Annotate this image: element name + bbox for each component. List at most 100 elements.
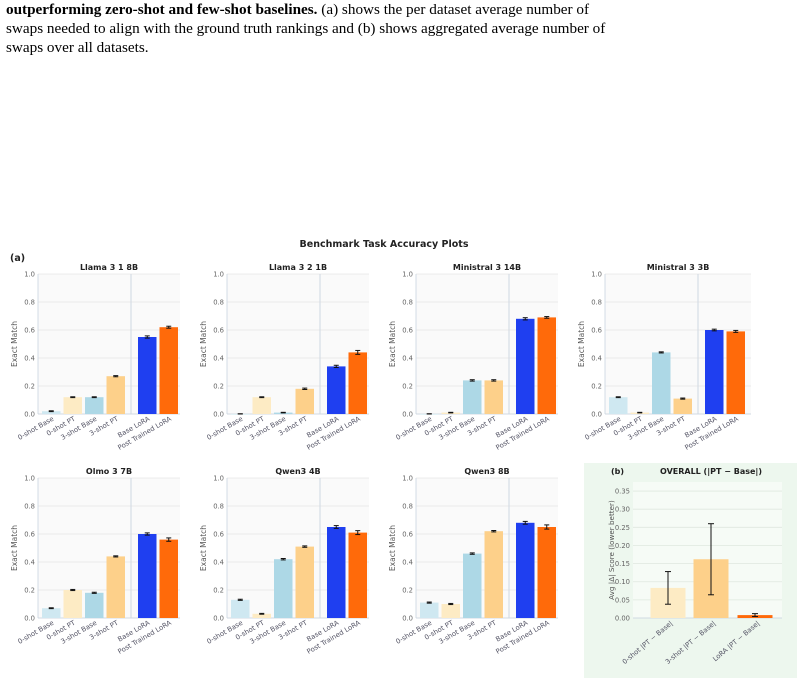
y-tick-label: 0.6: [402, 327, 413, 335]
y-axis-label: Exact Match: [199, 321, 208, 367]
y-tick-label: 0.20: [615, 542, 630, 550]
y-tick-label: 0.05: [615, 596, 630, 604]
y-axis-label: Exact Match: [10, 321, 19, 367]
bar-3-shot-pt: [484, 380, 503, 414]
bar-3-shot-pt: [295, 388, 314, 414]
y-tick-label: 1.0: [402, 475, 413, 483]
y-tick-label: 0.8: [213, 503, 224, 511]
bar-0-shot-base: [609, 397, 628, 414]
y-tick-label: 1.0: [213, 475, 224, 483]
y-tick-label: 0.0: [24, 615, 35, 623]
bar-3-shot-base: [85, 397, 104, 414]
caption-line-3: swaps over all datasets.: [6, 39, 149, 56]
y-tick-label: 0.30: [615, 506, 630, 514]
bar-post-trained-lora: [159, 539, 178, 618]
y-tick-label: 0.2: [213, 587, 224, 595]
y-tick-label: 1.0: [213, 271, 224, 279]
bar-0-shot-base: [231, 599, 250, 618]
caption-line-2: swaps needed to align with the ground tr…: [6, 20, 606, 37]
y-axis-label: Exact Match: [388, 525, 397, 571]
bar-3-shot-base: [85, 592, 104, 618]
y-tick-label: 0.8: [213, 299, 224, 307]
y-tick-label: 1.0: [402, 271, 413, 279]
chart-title: Ministral 3 14B: [453, 263, 521, 272]
y-axis-label: Avg |Δ| Score (lower better): [607, 500, 616, 600]
chart-title: Qwen3 8B: [464, 467, 509, 476]
bar-3-shot-base: [463, 380, 482, 414]
y-tick-label: 0.2: [402, 587, 413, 595]
bar-3-shot-base: [463, 553, 482, 618]
bar-3-shot-base: [652, 352, 671, 414]
y-axis-label: Exact Match: [577, 321, 586, 367]
bar-base-lora: [138, 337, 157, 414]
y-tick-label: 0.35: [615, 488, 630, 496]
bar-0-shot-pt: [63, 590, 82, 618]
y-tick-label: 0.2: [213, 383, 224, 391]
y-tick-label: 0.8: [402, 503, 413, 511]
y-tick-label: 0.15: [615, 560, 630, 568]
bar-post-trained-lora: [537, 317, 556, 414]
y-tick-label: 0.6: [24, 531, 35, 539]
panel-a-label: (a): [10, 253, 25, 264]
bar-base-lora: [705, 330, 724, 414]
bar-0-shot-base: [42, 411, 61, 414]
y-tick-label: 0.8: [24, 299, 35, 307]
bar-post-trained-lora: [726, 331, 745, 414]
chart-title: Qwen3 4B: [275, 467, 320, 476]
y-tick-label: 0.6: [402, 531, 413, 539]
y-tick-label: 0.0: [591, 411, 602, 419]
bar-0-shot-pt: [252, 397, 271, 414]
y-axis-label: Exact Match: [388, 321, 397, 367]
y-axis-label: Exact Match: [199, 525, 208, 571]
y-tick-label: 0.4: [591, 355, 602, 363]
y-tick-label: 0.10: [615, 578, 630, 586]
y-tick-label: 0.8: [24, 503, 35, 511]
y-tick-label: 0.4: [402, 559, 413, 567]
y-tick-label: 0.6: [24, 327, 35, 335]
bar-0-shot-base: [420, 602, 439, 618]
bar-post-trained-lora: [348, 352, 367, 414]
y-tick-label: 0.0: [402, 615, 413, 623]
figure-caption: outperforming zero-shot and few-shot bas…: [6, 0, 801, 57]
caption-line-1: outperforming zero-shot and few-shot bas…: [6, 0, 801, 19]
y-tick-label: 0.8: [591, 299, 602, 307]
caption-text: (a) shows the per dataset average number…: [317, 1, 590, 18]
bar-0-shot-pt: [252, 613, 271, 618]
y-tick-label: 0.00: [615, 615, 630, 623]
y-tick-label: 0.6: [591, 327, 602, 335]
y-tick-label: 0.4: [213, 355, 224, 363]
y-tick-label: 0.2: [402, 383, 413, 391]
bar-0-shot-pt: [63, 397, 82, 414]
y-tick-label: 0.0: [402, 411, 413, 419]
y-tick-label: 1.0: [591, 271, 602, 279]
y-tick-label: 1.0: [24, 271, 35, 279]
y-tick-label: 0.8: [402, 299, 413, 307]
chart-title: Ministral 3 3B: [647, 263, 710, 272]
bar-base-lora: [327, 366, 346, 414]
y-tick-label: 0.0: [213, 615, 224, 623]
bar-0-shot-base: [42, 608, 61, 618]
bar-post-trained-lora: [348, 532, 367, 618]
bar-base-lora: [516, 318, 535, 414]
chart-title: Llama 3 2 1B: [269, 263, 327, 272]
bar-base-lora: [138, 534, 157, 618]
bar-3-shot-pt: [106, 376, 125, 414]
y-tick-label: 0.4: [24, 355, 35, 363]
bar-post-trained-lora: [159, 327, 178, 414]
y-tick-label: 0.4: [213, 559, 224, 567]
bar-3-shot-pt: [484, 531, 503, 618]
bar-post-trained-lora: [537, 527, 556, 618]
figure-title: Benchmark Task Accuracy Plots: [300, 239, 469, 250]
y-tick-label: 1.0: [24, 475, 35, 483]
bar-base-lora: [327, 527, 346, 618]
y-tick-label: 0.2: [24, 587, 35, 595]
y-tick-label: 0.6: [213, 531, 224, 539]
y-axis-label: Exact Match: [10, 525, 19, 571]
y-tick-label: 0.4: [24, 559, 35, 567]
